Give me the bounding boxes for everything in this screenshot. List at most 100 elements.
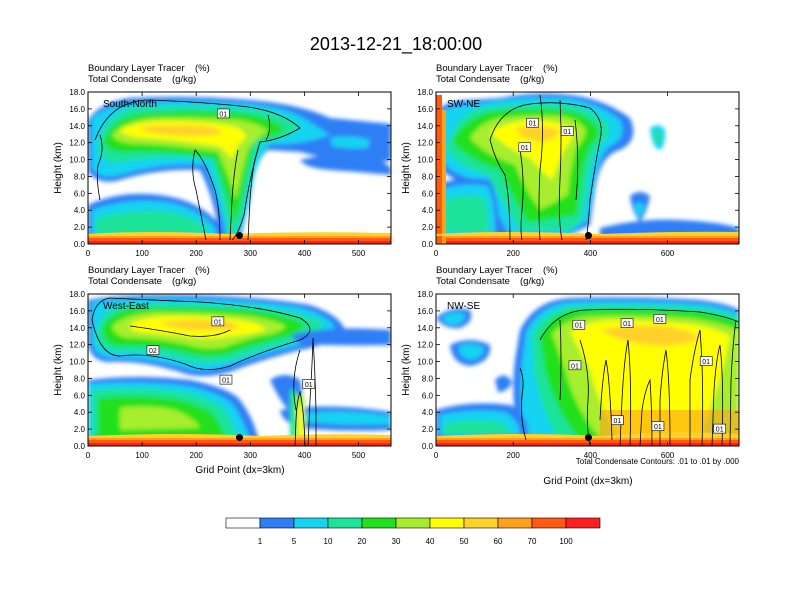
contour-label: 01 bbox=[563, 129, 571, 136]
header-condensate-unit: (g/kg) bbox=[520, 74, 544, 85]
y-tick-label: 6.0 bbox=[422, 189, 434, 198]
colorbar-swatch bbox=[497, 517, 533, 529]
y-tick-label: 4.0 bbox=[422, 408, 434, 417]
location-marker bbox=[236, 434, 243, 442]
tracer-field bbox=[436, 93, 739, 244]
x-tick-label: 200 bbox=[190, 451, 204, 460]
colorbar-label: 20 bbox=[358, 537, 367, 546]
x-tick-label: 600 bbox=[661, 451, 675, 460]
contour-label: 01 bbox=[521, 145, 529, 152]
contour-label: 01 bbox=[614, 418, 622, 425]
header-condensate-label: Total Condensate bbox=[88, 74, 162, 85]
x-tick-label: 600 bbox=[661, 249, 675, 258]
header-tracer-unit: (%) bbox=[543, 265, 558, 276]
colorbar-swatch bbox=[395, 517, 431, 529]
y-tick-label: 4.0 bbox=[74, 206, 86, 215]
contour-labels: 01 bbox=[216, 108, 230, 119]
contour-label: 01 bbox=[654, 424, 662, 431]
plot-frame bbox=[435, 91, 740, 245]
axis-ticks: 0.02.04.06.08.010.012.014.016.018.00 100 2… bbox=[69, 88, 391, 258]
colorbar-label: 10 bbox=[324, 537, 333, 546]
y-tick-label: 0.0 bbox=[74, 240, 86, 249]
y-tick-label: 14.0 bbox=[69, 122, 85, 131]
contour-label: 01 bbox=[571, 363, 579, 370]
contour-label: 01 bbox=[222, 378, 230, 385]
contour-label: 01 bbox=[623, 321, 631, 328]
header-condensate-label: Total Condensate bbox=[436, 276, 510, 287]
header-tracer-label: Boundary Layer Tracer bbox=[88, 265, 185, 276]
tracer-field bbox=[436, 297, 739, 446]
contour-label-box bbox=[653, 314, 667, 324]
y-tick-label: 8.0 bbox=[74, 374, 86, 383]
location-marker bbox=[236, 232, 243, 240]
x-tick-label: 0 bbox=[86, 451, 91, 460]
panel-west-east: West-East 0.0 2.0 4.0 6.0 8.0 10.0 12.0 14.0 16.… bbox=[69, 290, 392, 460]
y-tick-label: 0.0 bbox=[422, 442, 434, 451]
contour-label: 01 bbox=[219, 111, 227, 118]
panel-name: NW-SE bbox=[447, 301, 480, 312]
y-tick-label: 12.0 bbox=[69, 341, 85, 350]
x-tick-label: 500 bbox=[352, 451, 366, 460]
x-tick-label: 100 bbox=[135, 249, 149, 258]
x-axis-label: Grid Point (dx=3km) bbox=[543, 476, 632, 487]
y-tick-label: 2.0 bbox=[74, 425, 86, 434]
panel-header-nw-se: Boundary Layer Tracer (%) Total Condensa… bbox=[436, 265, 558, 287]
header-tracer-label: Boundary Layer Tracer bbox=[88, 63, 185, 74]
x-tick-label: 400 bbox=[298, 249, 312, 258]
contour-label-box bbox=[699, 356, 713, 366]
tracer-field bbox=[88, 96, 391, 244]
condensate-contours bbox=[91, 297, 317, 446]
contour-info: Total Condensate Contours: .01 to .01 by… bbox=[576, 457, 740, 466]
contour-label-box bbox=[219, 374, 233, 385]
x-tick-label: 400 bbox=[298, 451, 312, 460]
colorbar-label: 5 bbox=[292, 537, 297, 546]
panel-name: SW-NE bbox=[447, 99, 480, 110]
contour-label: 01 bbox=[656, 317, 664, 324]
colorbar-swatch bbox=[531, 517, 567, 529]
header-tracer-unit: (%) bbox=[195, 63, 210, 74]
panel-header-south-north: Boundary Layer Tracer (%) Total Condensa… bbox=[88, 63, 210, 85]
condensate-contours bbox=[489, 94, 602, 241]
axis-ticks: 0.02.04.06.08.010.012.014.016.018.00 100 2… bbox=[69, 290, 391, 460]
y-tick-label: 18.0 bbox=[417, 88, 433, 97]
y-tick-label: 14.0 bbox=[69, 324, 85, 333]
colorbar-swatch bbox=[225, 517, 261, 529]
contour-label-box bbox=[146, 345, 160, 355]
colorbar-swatch bbox=[327, 517, 363, 529]
header-condensate-label: Total Condensate bbox=[436, 74, 510, 85]
x-tick-label: 0 bbox=[434, 451, 439, 460]
x-tick-label: 0 bbox=[86, 249, 91, 258]
panel-header-sw-ne: Boundary Layer Tracer (%) Total Condensa… bbox=[436, 63, 558, 85]
colorbar-swatch bbox=[463, 517, 499, 529]
contour-label-box bbox=[216, 108, 230, 119]
contour-label-box bbox=[651, 421, 665, 431]
colorbar-swatch bbox=[361, 517, 397, 529]
colorbar-label: 50 bbox=[460, 537, 469, 546]
contour-label-box bbox=[572, 319, 586, 330]
contour-label-box bbox=[526, 117, 539, 128]
contour-label: 01 bbox=[529, 121, 537, 128]
header-tracer-label: Boundary Layer Tracer bbox=[436, 265, 533, 276]
x-tick-label: 100 bbox=[135, 451, 149, 460]
y-tick-label: 16.0 bbox=[417, 105, 433, 114]
y-axis-label: Height (km) bbox=[401, 344, 412, 396]
y-tick-label: 0.0 bbox=[422, 240, 434, 249]
colorbar-swatch bbox=[429, 517, 465, 529]
y-tick-label: 10.0 bbox=[69, 358, 85, 367]
x-tick-label: 300 bbox=[244, 451, 258, 460]
colorbar-label: 1 bbox=[258, 537, 263, 546]
y-tick-label: 8.0 bbox=[422, 374, 434, 383]
x-tick-label: 400 bbox=[584, 451, 598, 460]
contour-label-box bbox=[560, 126, 574, 136]
y-tick-label: 2.0 bbox=[422, 425, 434, 434]
contour-label-box bbox=[302, 379, 316, 389]
colorbar-label: 30 bbox=[392, 537, 401, 546]
panel-name: West-East bbox=[103, 301, 149, 312]
contour-label: 01 bbox=[575, 323, 583, 330]
contour-label: 01 bbox=[716, 427, 724, 434]
colorbar-label: 40 bbox=[426, 537, 435, 546]
y-tick-label: 16.0 bbox=[69, 105, 85, 114]
contour-label: 01 bbox=[702, 359, 710, 366]
colorbar-label: 60 bbox=[494, 537, 503, 546]
y-tick-label: 2.0 bbox=[74, 223, 86, 232]
